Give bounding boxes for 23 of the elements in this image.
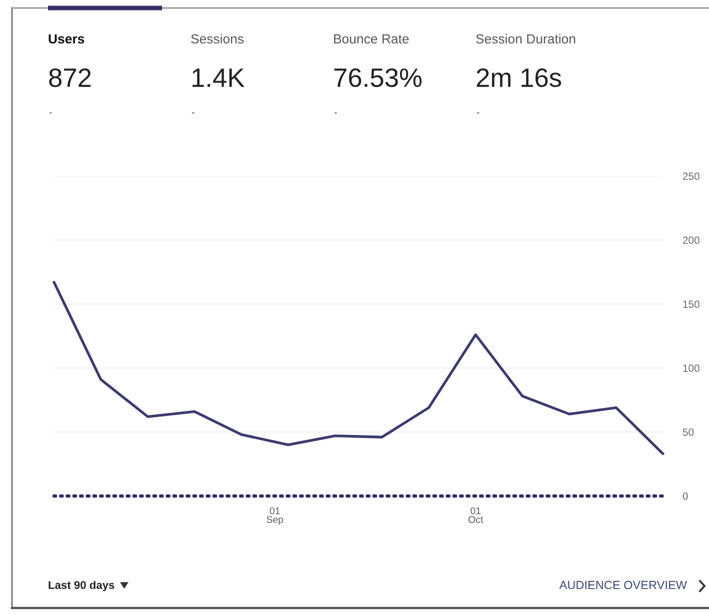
x-tick-label: 01 Sep xyxy=(266,507,284,525)
text: AUDIENCE OVERVIEW xyxy=(559,580,687,590)
text: 1.4K xyxy=(192,68,244,87)
text: Session Duration xyxy=(476,34,576,44)
y-tick-label: 150 xyxy=(683,300,700,308)
y-tick-label: 250 xyxy=(682,172,700,180)
y-tick-label: 50 xyxy=(682,428,694,436)
line-series xyxy=(52,280,664,456)
text: Users xyxy=(48,34,84,44)
y-tick-label: 100 xyxy=(683,364,700,372)
text: - xyxy=(334,112,337,114)
text: Last 90 days xyxy=(48,580,114,592)
text: Bounce Rate xyxy=(334,34,409,44)
text: 76.53% xyxy=(334,68,422,88)
text: 2m 16s xyxy=(476,68,562,88)
text: Sessions xyxy=(191,34,244,44)
y-tick-label: 200 xyxy=(682,236,700,244)
x-tick-label: 01 Oct xyxy=(468,507,484,523)
text: 872 xyxy=(49,68,91,88)
y-tick-label: 0 xyxy=(682,492,688,500)
text: - xyxy=(49,112,52,114)
text: - xyxy=(476,112,480,114)
text: - xyxy=(192,112,194,114)
